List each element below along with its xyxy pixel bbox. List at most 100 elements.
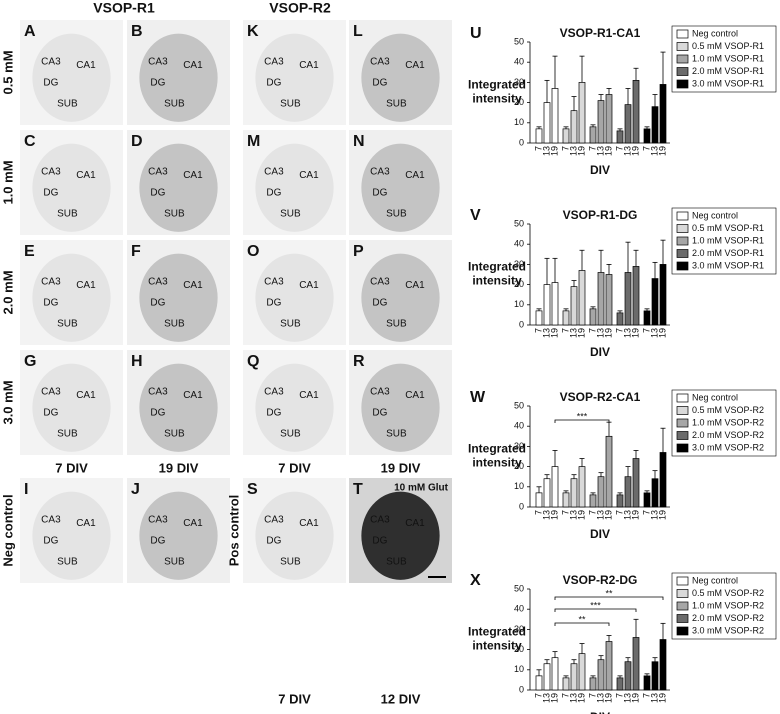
panel-letter: R: [353, 353, 365, 370]
bar: [589, 126, 597, 144]
tissue-slice: [361, 363, 440, 452]
y-tick-label: 40: [514, 604, 524, 614]
tissue-slice: [32, 491, 111, 580]
region-label: CA3: [264, 277, 284, 288]
bar: [578, 466, 586, 508]
panel-letter: S: [247, 481, 258, 498]
region-label: SUB: [280, 209, 301, 220]
x-tick-label: 7: [614, 693, 624, 698]
y-axis-label: intensity: [472, 92, 522, 106]
bar: [659, 84, 667, 144]
y-tick-label: 10: [514, 299, 524, 309]
bar: [597, 100, 605, 144]
bar: [659, 264, 667, 326]
bar: [551, 88, 559, 144]
bar: [624, 272, 632, 326]
panel-letter: J: [131, 481, 140, 498]
panel-letter: N: [353, 133, 365, 150]
panel-letter: E: [24, 243, 35, 260]
legend-swatch: [676, 576, 689, 586]
bar: [562, 677, 570, 691]
bar: [605, 641, 613, 691]
bar: [605, 94, 613, 144]
bar: [543, 102, 551, 144]
bar: [578, 82, 586, 144]
x-tick-label: 13: [595, 146, 605, 156]
panel-letter: F: [131, 243, 141, 260]
region-label: DG: [266, 536, 281, 547]
region-label: DG: [266, 188, 281, 199]
region-label: SUB: [57, 557, 78, 568]
bar: [543, 478, 551, 508]
legend-label: 3.0 mM VSOP-R1: [692, 260, 764, 270]
region-label: SUB: [57, 429, 78, 440]
legend-swatch: [676, 249, 689, 258]
region-label: CA3: [148, 515, 168, 526]
region-label: DG: [43, 408, 58, 419]
x-tick-label: 7: [587, 693, 597, 698]
panel-letter: V: [470, 207, 481, 224]
x-tick-label: 19: [657, 146, 667, 156]
y-tick-label: 50: [514, 218, 524, 228]
region-label: SUB: [280, 557, 301, 568]
region-label: SUB: [164, 557, 185, 568]
region-label: CA3: [370, 57, 390, 68]
tissue-slice: [255, 363, 334, 452]
panel-letter: Q: [247, 353, 259, 370]
legend-label: 2.0 mM VSOP-R1: [692, 66, 764, 76]
region-label: DG: [266, 408, 281, 419]
x-tick-label: 19: [576, 693, 586, 703]
panel-letter: D: [131, 133, 143, 150]
y-axis-label: Integrated: [468, 260, 526, 274]
region-label: SUB: [164, 429, 185, 440]
legend-swatch: [676, 211, 689, 221]
tissue-slice: [32, 143, 111, 232]
x-tick-label: 7: [614, 510, 624, 515]
panel-letter: I: [24, 481, 28, 498]
column-header: VSOP-R2: [269, 0, 331, 16]
div-label: 7 DIV: [278, 460, 311, 475]
region-label: DG: [43, 188, 58, 199]
x-axis-label: DIV: [590, 163, 610, 177]
bar: [632, 266, 640, 326]
legend-box: [671, 389, 777, 457]
bar: [643, 675, 651, 691]
bar: [632, 458, 640, 508]
chart-title: VSOP-R1-CA1: [560, 26, 641, 40]
x-tick-label: 13: [541, 328, 551, 338]
x-tick-label: 7: [533, 693, 543, 698]
region-label: DG: [372, 78, 387, 89]
bar: [578, 653, 586, 691]
x-tick-label: 7: [587, 510, 597, 515]
significance-bracket: [554, 622, 610, 626]
bar: [624, 661, 632, 691]
legend-label: 2.0 mM VSOP-R2: [692, 613, 764, 623]
x-tick-label: 7: [533, 510, 543, 515]
bar: [659, 452, 667, 508]
region-label: CA3: [370, 167, 390, 178]
y-tick-label: 20: [514, 461, 524, 471]
y-tick-label: 0: [519, 319, 524, 329]
legend-box: [671, 25, 777, 93]
bar: [643, 492, 651, 508]
x-tick-label: 13: [541, 693, 551, 703]
x-tick-label: 7: [560, 693, 570, 698]
legend-label: 0.5 mM VSOP-R2: [692, 588, 764, 598]
x-tick-label: 19: [630, 146, 640, 156]
bar: [624, 476, 632, 508]
legend-swatch: [676, 406, 689, 415]
bar: [597, 272, 605, 326]
row-label: 2.0 mM: [0, 270, 15, 314]
legend-label: Neg control: [692, 392, 738, 402]
legend-label: 2.0 mM VSOP-R2: [692, 430, 764, 440]
y-tick-label: 40: [514, 239, 524, 249]
region-label: CA1: [405, 60, 425, 71]
legend-label: 3.0 mM VSOP-R1: [692, 78, 764, 88]
bar: [651, 661, 659, 691]
x-tick-label: 19: [657, 693, 667, 703]
panel-letter: K: [247, 23, 259, 40]
bar: [616, 494, 624, 508]
legend-label: Neg control: [692, 575, 738, 585]
bar: [562, 310, 570, 326]
